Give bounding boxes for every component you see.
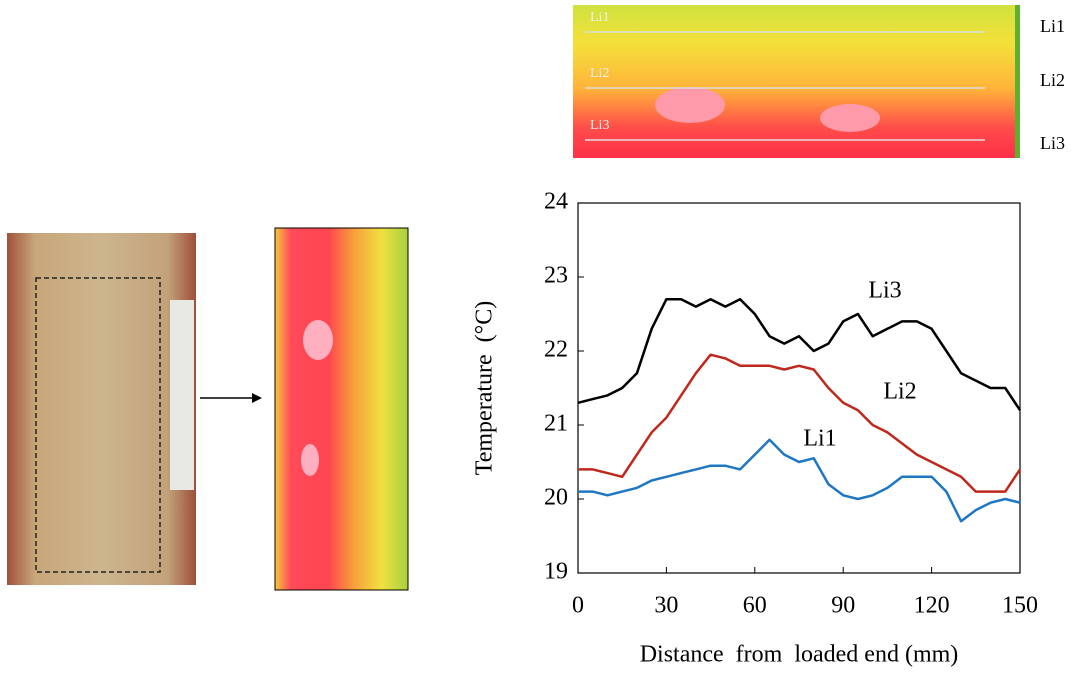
series-label: Li1 — [803, 426, 836, 452]
x-tick-label: 30 — [654, 593, 678, 619]
y-tick-label: 21 — [544, 411, 568, 437]
series-line — [577, 297, 1022, 411]
x-tick-label: 150 — [1002, 593, 1038, 619]
strip-line-label: Li1 — [590, 10, 609, 25]
x-tick-label: 60 — [743, 593, 767, 619]
y-tick-label: 24 — [544, 189, 568, 215]
specimen-photo — [7, 233, 196, 585]
y-tick-label: 19 — [544, 559, 568, 585]
strip-legend-label: Li3 — [1040, 133, 1065, 153]
strip-line-label: Li3 — [590, 118, 609, 133]
arrow — [200, 393, 262, 403]
x-tick-label: 90 — [831, 593, 855, 619]
series-line — [578, 353, 1022, 493]
series-label: Li3 — [868, 278, 901, 304]
plot-frame — [577, 202, 1021, 574]
thermal-strip — [573, 5, 1020, 158]
strip-line-label: Li2 — [590, 66, 609, 81]
y-axis-label: Temperature (°C) — [472, 301, 498, 476]
y-tick-label: 23 — [544, 263, 568, 289]
thermal-image — [274, 227, 409, 591]
y-tick-label: 22 — [544, 337, 568, 363]
x-tick-label: 120 — [914, 593, 950, 619]
x-axis-label: Distance from loaded end (mm) — [640, 642, 959, 668]
strip-legend-label: Li1 — [1040, 16, 1065, 36]
series-line — [578, 438, 1021, 523]
strip-legend-label: Li2 — [1040, 70, 1065, 90]
x-tick-label: 0 — [572, 593, 584, 619]
y-tick-label: 20 — [544, 485, 568, 511]
series-label: Li2 — [883, 379, 916, 405]
